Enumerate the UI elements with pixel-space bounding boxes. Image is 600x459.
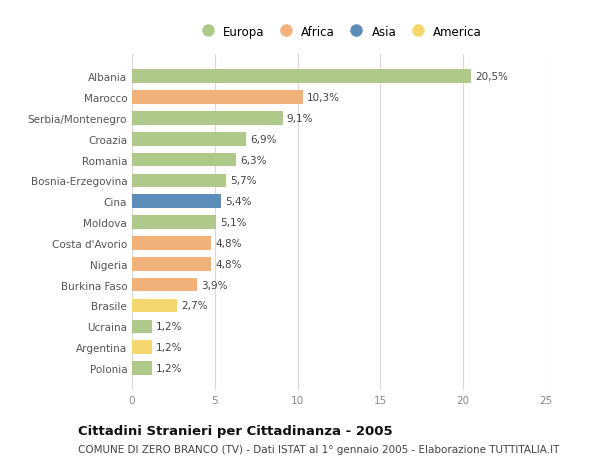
Bar — [132, 153, 236, 167]
Text: 2,7%: 2,7% — [181, 301, 208, 311]
Bar — [132, 112, 283, 125]
Bar — [132, 320, 152, 333]
Bar — [132, 299, 177, 313]
Bar — [132, 174, 226, 188]
Bar — [132, 257, 211, 271]
Bar — [132, 195, 221, 208]
Bar — [132, 91, 302, 105]
Text: 9,1%: 9,1% — [287, 114, 313, 123]
Text: 20,5%: 20,5% — [476, 72, 509, 82]
Text: Cittadini Stranieri per Cittadinanza - 2005: Cittadini Stranieri per Cittadinanza - 2… — [78, 425, 392, 437]
Text: 5,1%: 5,1% — [221, 218, 247, 228]
Text: 5,4%: 5,4% — [226, 197, 252, 207]
Text: 5,7%: 5,7% — [230, 176, 257, 186]
Text: COMUNE DI ZERO BRANCO (TV) - Dati ISTAT al 1° gennaio 2005 - Elaborazione TUTTIT: COMUNE DI ZERO BRANCO (TV) - Dati ISTAT … — [78, 444, 559, 454]
Bar — [132, 237, 211, 250]
Legend: Europa, Africa, Asia, America: Europa, Africa, Asia, America — [191, 21, 487, 43]
Text: 1,2%: 1,2% — [156, 342, 182, 353]
Bar — [132, 341, 152, 354]
Text: 6,9%: 6,9% — [250, 134, 277, 145]
Text: 1,2%: 1,2% — [156, 322, 182, 331]
Text: 4,8%: 4,8% — [215, 238, 242, 248]
Text: 3,9%: 3,9% — [201, 280, 227, 290]
Bar — [132, 278, 197, 292]
Text: 4,8%: 4,8% — [215, 259, 242, 269]
Text: 6,3%: 6,3% — [241, 155, 267, 165]
Text: 1,2%: 1,2% — [156, 363, 182, 373]
Bar — [132, 216, 217, 230]
Text: 10,3%: 10,3% — [307, 93, 340, 103]
Bar — [132, 70, 472, 84]
Bar — [132, 133, 246, 146]
Bar — [132, 361, 152, 375]
